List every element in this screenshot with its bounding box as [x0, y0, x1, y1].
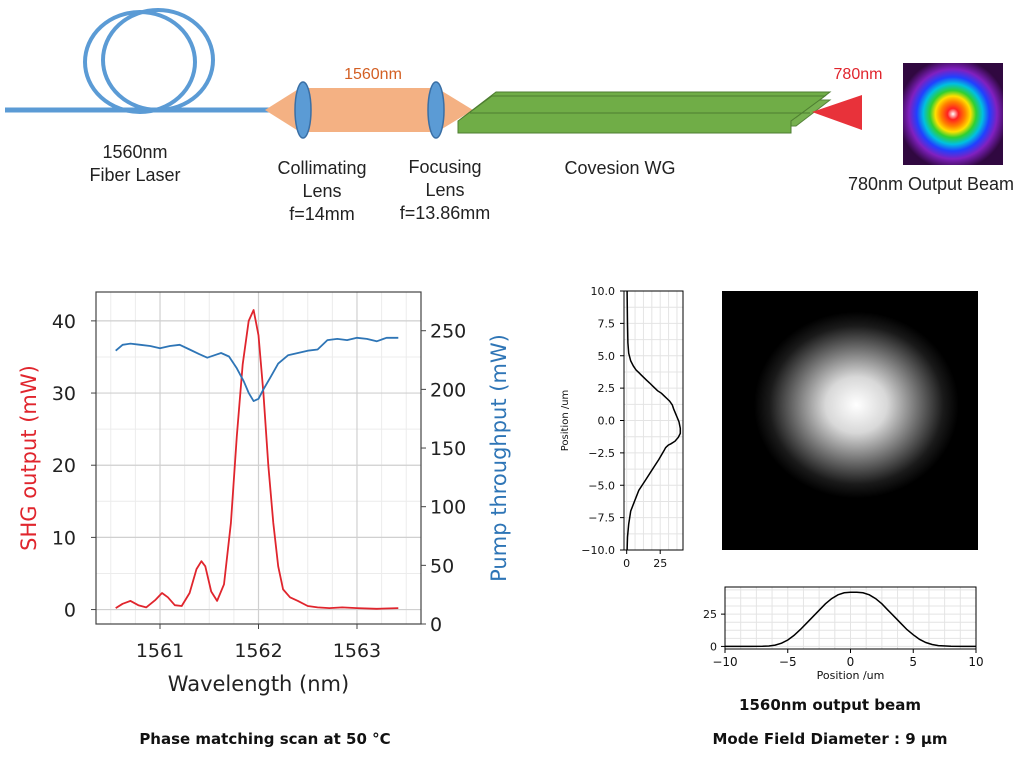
scan-ytick-label: 0 [64, 600, 76, 622]
waveguide-label: Covesion WG [564, 158, 676, 178]
vprofile-ytick-label: −5.0 [588, 479, 615, 492]
vprofile-line [626, 290, 682, 551]
hprofile-ytick-label: 25 [703, 608, 717, 621]
beam-wavelength-label: 1560nm [344, 66, 402, 83]
pump-throughput-line [115, 336, 399, 403]
focusing-lens-label-line-1: Focusing [408, 157, 482, 177]
collimating-lens-label-line-1: Collimating [277, 158, 367, 178]
scan-y2axis-title: Pump throughput (mW) [487, 334, 511, 582]
beam-divergent [265, 88, 300, 132]
vprofile-ytick-label: 2.5 [598, 382, 616, 395]
collimating-lens-shape [294, 81, 312, 139]
hprofile-xtick-label: 10 [968, 655, 983, 669]
output-beam-label: 780nm Output Beam [847, 174, 1015, 194]
vprofile-ytick-label: 10.0 [591, 285, 616, 298]
vprofile-xtick-label: 25 [653, 557, 667, 570]
mfd-caption: Mode Field Diameter : 9 µm [712, 730, 948, 748]
beam-spot [754, 311, 959, 499]
fiber-laser-label-line-1: 1560nm [102, 142, 168, 162]
waveguide-slab-front [457, 95, 827, 134]
focusing-lens-label-line-2: Lens [425, 180, 465, 200]
hprofile-xaxis-title: Position /um [817, 669, 885, 682]
collimating-lens-label-line-3: f=14mm [289, 204, 355, 224]
scan-xtick-label: 1563 [333, 640, 381, 662]
hprofile-xtick-label: 5 [909, 655, 917, 669]
scan-ytick-label: 40 [52, 311, 76, 333]
scan-y2tick-label: 200 [430, 379, 466, 401]
vprofile-ytick-label: −10.0 [581, 544, 615, 557]
hprofile-line [725, 591, 976, 648]
hprofile-xtick-label: 0 [847, 655, 855, 669]
vprofile-ytick-label: −2.5 [588, 447, 615, 460]
fiber-laser-label-line-2: Fiber Laser [89, 165, 181, 185]
beam-focused [437, 88, 473, 132]
collimating-lens-label: Collimating Lens f=14mm [262, 157, 382, 226]
scan-y2tick-label: 0 [430, 614, 442, 636]
scan-ytick-label: 30 [52, 383, 76, 405]
vprofile-ytick-label: 5.0 [598, 350, 616, 363]
hprofile-xtick-label: −10 [712, 655, 737, 669]
scan-caption: Phase matching scan at 50 °C [139, 730, 391, 748]
scan-y2tick-label: 100 [430, 497, 466, 519]
fiber-laser-label: 1560nm Fiber Laser [60, 141, 210, 187]
beam-title-caption: 1560nm output beam [739, 696, 921, 714]
scan-xaxis-title: Wavelength (nm) [168, 672, 349, 696]
output-beam-cone [812, 95, 862, 130]
output-beam-image [903, 63, 1003, 165]
scan-ytick-label: 10 [52, 527, 76, 549]
vprofile-yaxis-title: Position /um [560, 390, 571, 452]
focusing-lens-label-line-3: f=13.86mm [399, 203, 491, 223]
scan-yaxis-title: SHG output (mW) [17, 365, 41, 551]
vprofile-xtick-label: 0 [623, 557, 630, 570]
vprofile-ytick-label: 0.0 [598, 415, 616, 428]
vprofile-ytick-label: 7.5 [598, 317, 616, 330]
scan-y2tick-label: 50 [430, 555, 454, 577]
vprofile-ytick-label: −7.5 [588, 512, 615, 525]
shg-output-line [115, 309, 399, 610]
scan-xtick-label: 1562 [234, 640, 282, 662]
hprofile-ytick-label: 0 [710, 640, 717, 653]
hprofile-xtick-label: −5 [779, 655, 797, 669]
beam-collimated [300, 88, 437, 132]
collimating-lens-label-line-2: Lens [302, 181, 342, 201]
scan-ytick-label: 20 [52, 455, 76, 477]
focusing-lens-shape [427, 81, 445, 139]
focusing-lens-label: Focusing Lens f=13.86mm [380, 156, 510, 225]
scan-y2tick-label: 150 [430, 438, 466, 460]
fiber-coil-loop-2 [101, 8, 215, 112]
scan-xtick-label: 1561 [136, 640, 184, 662]
output-wavelength-label: 780nm [833, 66, 883, 83]
scan-y2tick-label: 250 [430, 321, 466, 343]
optical-setup-diagram [5, 8, 1003, 165]
